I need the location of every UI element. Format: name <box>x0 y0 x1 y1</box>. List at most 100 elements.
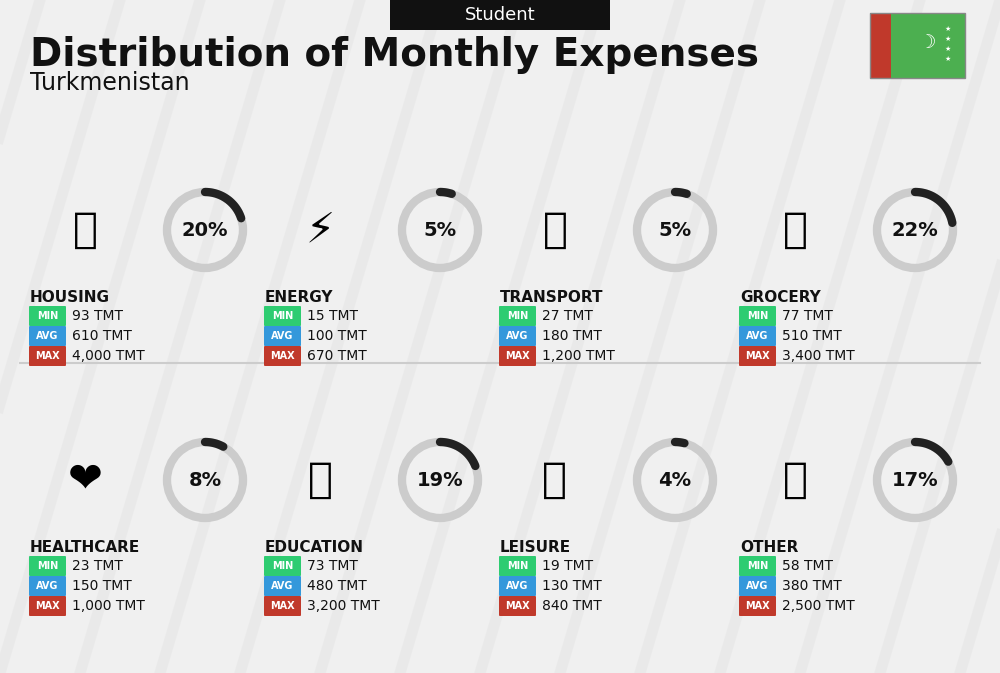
Text: HOUSING: HOUSING <box>30 290 110 305</box>
Text: 3,400 TMT: 3,400 TMT <box>782 349 855 363</box>
Text: MAX: MAX <box>270 601 295 611</box>
Text: ★: ★ <box>945 46 951 52</box>
Text: MAX: MAX <box>745 351 770 361</box>
FancyBboxPatch shape <box>264 576 301 596</box>
Text: 19 TMT: 19 TMT <box>542 559 593 573</box>
Text: 58 TMT: 58 TMT <box>782 559 833 573</box>
FancyBboxPatch shape <box>29 576 66 596</box>
FancyBboxPatch shape <box>870 13 965 78</box>
Text: AVG: AVG <box>271 331 294 341</box>
Text: OTHER: OTHER <box>740 540 798 555</box>
Text: 8%: 8% <box>188 470 222 489</box>
FancyBboxPatch shape <box>739 306 776 326</box>
Text: TRANSPORT: TRANSPORT <box>500 290 604 305</box>
Text: 23 TMT: 23 TMT <box>72 559 123 573</box>
Text: ★: ★ <box>945 36 951 42</box>
Text: ⚡: ⚡ <box>305 209 335 251</box>
Text: 130 TMT: 130 TMT <box>542 579 602 593</box>
Text: 22%: 22% <box>892 221 938 240</box>
Text: MIN: MIN <box>507 561 528 571</box>
Text: 840 TMT: 840 TMT <box>542 599 602 613</box>
Text: AVG: AVG <box>746 581 769 591</box>
Text: 👛: 👛 <box>782 459 808 501</box>
Text: 2,500 TMT: 2,500 TMT <box>782 599 855 613</box>
FancyBboxPatch shape <box>264 596 301 616</box>
Text: 3,200 TMT: 3,200 TMT <box>307 599 380 613</box>
Text: EDUCATION: EDUCATION <box>265 540 364 555</box>
Text: 180 TMT: 180 TMT <box>542 329 602 343</box>
Text: Student: Student <box>465 6 535 24</box>
Text: 73 TMT: 73 TMT <box>307 559 358 573</box>
Text: ❤️: ❤️ <box>68 459 102 501</box>
FancyBboxPatch shape <box>264 556 301 576</box>
FancyBboxPatch shape <box>29 326 66 346</box>
FancyBboxPatch shape <box>739 596 776 616</box>
Text: MAX: MAX <box>270 351 295 361</box>
Text: 20%: 20% <box>182 221 228 240</box>
Text: MAX: MAX <box>745 601 770 611</box>
Text: 100 TMT: 100 TMT <box>307 329 367 343</box>
Text: 610 TMT: 610 TMT <box>72 329 132 343</box>
Text: ★: ★ <box>945 55 951 61</box>
Text: ☽: ☽ <box>918 33 936 52</box>
Text: 19%: 19% <box>417 470 463 489</box>
Text: 15 TMT: 15 TMT <box>307 309 358 323</box>
FancyBboxPatch shape <box>264 346 301 366</box>
FancyBboxPatch shape <box>29 556 66 576</box>
Text: MIN: MIN <box>272 311 293 321</box>
Text: 17%: 17% <box>892 470 938 489</box>
FancyBboxPatch shape <box>29 346 66 366</box>
Text: 🎓: 🎓 <box>308 459 332 501</box>
Text: 380 TMT: 380 TMT <box>782 579 842 593</box>
Text: MIN: MIN <box>507 311 528 321</box>
FancyBboxPatch shape <box>870 13 891 78</box>
FancyBboxPatch shape <box>499 306 536 326</box>
Text: AVG: AVG <box>36 581 59 591</box>
Text: 670 TMT: 670 TMT <box>307 349 367 363</box>
Text: 150 TMT: 150 TMT <box>72 579 132 593</box>
Text: 4%: 4% <box>658 470 692 489</box>
Text: 4,000 TMT: 4,000 TMT <box>72 349 145 363</box>
FancyBboxPatch shape <box>739 576 776 596</box>
Text: 480 TMT: 480 TMT <box>307 579 367 593</box>
Text: 1,200 TMT: 1,200 TMT <box>542 349 615 363</box>
Text: 93 TMT: 93 TMT <box>72 309 123 323</box>
Text: MAX: MAX <box>505 601 530 611</box>
FancyBboxPatch shape <box>29 306 66 326</box>
Text: GROCERY: GROCERY <box>740 290 821 305</box>
Text: MIN: MIN <box>747 311 768 321</box>
Text: 🛍️: 🛍️ <box>542 459 568 501</box>
Text: MIN: MIN <box>37 311 58 321</box>
Text: Distribution of Monthly Expenses: Distribution of Monthly Expenses <box>30 36 759 74</box>
FancyBboxPatch shape <box>390 0 610 30</box>
Text: LEISURE: LEISURE <box>500 540 571 555</box>
Text: ENERGY: ENERGY <box>265 290 334 305</box>
FancyBboxPatch shape <box>499 346 536 366</box>
Text: 27 TMT: 27 TMT <box>542 309 593 323</box>
Text: MIN: MIN <box>747 561 768 571</box>
FancyBboxPatch shape <box>499 576 536 596</box>
FancyBboxPatch shape <box>499 326 536 346</box>
FancyBboxPatch shape <box>264 326 301 346</box>
Text: MAX: MAX <box>505 351 530 361</box>
Text: 🏢: 🏢 <box>72 209 98 251</box>
Text: MAX: MAX <box>35 351 60 361</box>
FancyBboxPatch shape <box>739 346 776 366</box>
Text: AVG: AVG <box>506 581 529 591</box>
Text: MIN: MIN <box>37 561 58 571</box>
Text: 🚌: 🚌 <box>542 209 568 251</box>
FancyBboxPatch shape <box>264 306 301 326</box>
Text: Turkmenistan: Turkmenistan <box>30 71 190 95</box>
FancyBboxPatch shape <box>739 326 776 346</box>
FancyBboxPatch shape <box>29 596 66 616</box>
Text: 510 TMT: 510 TMT <box>782 329 842 343</box>
FancyBboxPatch shape <box>739 556 776 576</box>
FancyBboxPatch shape <box>499 596 536 616</box>
Text: MAX: MAX <box>35 601 60 611</box>
Text: 🛒: 🛒 <box>782 209 808 251</box>
Text: HEALTHCARE: HEALTHCARE <box>30 540 140 555</box>
Text: AVG: AVG <box>506 331 529 341</box>
FancyBboxPatch shape <box>499 556 536 576</box>
Text: MIN: MIN <box>272 561 293 571</box>
Text: 5%: 5% <box>423 221 457 240</box>
